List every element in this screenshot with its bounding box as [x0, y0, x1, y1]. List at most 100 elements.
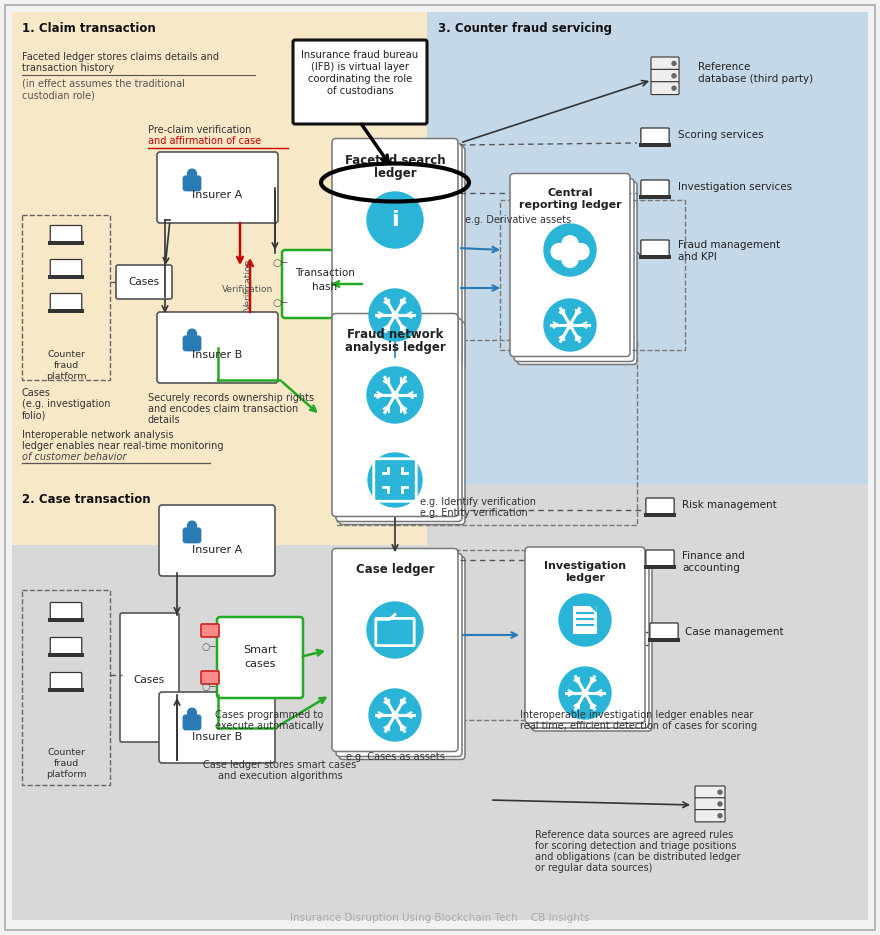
FancyBboxPatch shape: [517, 181, 637, 365]
FancyBboxPatch shape: [510, 174, 630, 356]
FancyBboxPatch shape: [339, 147, 465, 369]
Text: and affirmation of case: and affirmation of case: [148, 136, 261, 146]
Text: fraud: fraud: [54, 361, 78, 370]
Text: Transaction: Transaction: [295, 268, 355, 278]
Circle shape: [187, 169, 196, 178]
Circle shape: [392, 312, 398, 318]
Circle shape: [582, 690, 588, 697]
FancyBboxPatch shape: [332, 138, 458, 362]
Text: e.g. Entity verification: e.g. Entity verification: [420, 508, 528, 518]
Text: Fraud management: Fraud management: [678, 240, 781, 250]
Text: Cases: Cases: [134, 675, 165, 685]
Text: and obligations (can be distributed ledger: and obligations (can be distributed ledg…: [535, 852, 740, 862]
Bar: [22, 590, 110, 785]
FancyBboxPatch shape: [120, 613, 179, 742]
FancyBboxPatch shape: [183, 336, 202, 352]
FancyBboxPatch shape: [573, 606, 597, 634]
Text: Central: Central: [547, 188, 593, 197]
FancyBboxPatch shape: [50, 294, 82, 309]
Bar: [48, 240, 84, 245]
Circle shape: [562, 236, 578, 252]
Text: database (third party): database (third party): [698, 74, 813, 84]
FancyBboxPatch shape: [217, 617, 303, 698]
Circle shape: [369, 289, 421, 341]
Text: Cases: Cases: [22, 388, 51, 398]
Text: fraud: fraud: [54, 759, 78, 768]
Circle shape: [718, 802, 722, 806]
FancyBboxPatch shape: [651, 57, 679, 70]
Text: platform: platform: [46, 372, 86, 381]
FancyBboxPatch shape: [339, 322, 465, 525]
Text: Counter: Counter: [47, 748, 85, 757]
Bar: [12, 12, 427, 485]
Bar: [48, 309, 84, 313]
Text: (in effect assumes the traditional: (in effect assumes the traditional: [22, 79, 185, 89]
Circle shape: [367, 367, 423, 423]
FancyBboxPatch shape: [695, 810, 725, 822]
FancyBboxPatch shape: [339, 556, 465, 759]
Text: Verification: Verification: [223, 285, 274, 295]
Text: ○─: ○─: [202, 682, 216, 692]
FancyBboxPatch shape: [50, 260, 82, 276]
Text: and execution algorithms: and execution algorithms: [217, 771, 342, 781]
Text: Smart: Smart: [243, 645, 277, 655]
Bar: [48, 688, 84, 692]
Text: and encodes claim transaction: and encodes claim transaction: [148, 404, 298, 414]
FancyBboxPatch shape: [201, 624, 219, 637]
FancyBboxPatch shape: [157, 152, 278, 223]
Text: hash: hash: [312, 282, 338, 292]
Text: Risk management: Risk management: [682, 500, 777, 510]
FancyBboxPatch shape: [159, 505, 275, 576]
Bar: [12, 485, 427, 545]
FancyBboxPatch shape: [695, 786, 725, 798]
Text: (e.g. investigation: (e.g. investigation: [22, 399, 111, 409]
Circle shape: [567, 322, 573, 328]
FancyBboxPatch shape: [646, 498, 674, 513]
Bar: [337, 550, 637, 720]
Text: Interoperable investigation ledger enables near: Interoperable investigation ledger enabl…: [520, 710, 753, 720]
Text: Cases: Cases: [128, 277, 159, 287]
Text: Investigation: Investigation: [544, 561, 626, 571]
Bar: [557, 249, 583, 259]
Text: Reference data sources are agreed rules: Reference data sources are agreed rules: [535, 830, 733, 840]
Bar: [427, 12, 868, 485]
Text: e.g. Identify verification: e.g. Identify verification: [420, 497, 536, 507]
Circle shape: [718, 813, 722, 818]
FancyBboxPatch shape: [641, 128, 669, 144]
Bar: [639, 143, 671, 147]
Circle shape: [367, 192, 423, 248]
Circle shape: [544, 299, 596, 351]
Text: Case management: Case management: [685, 627, 783, 637]
Text: Reference: Reference: [698, 62, 751, 72]
Text: Insurance fraud bureau: Insurance fraud bureau: [302, 50, 419, 60]
FancyBboxPatch shape: [50, 602, 82, 619]
Text: execute automatically: execute automatically: [215, 721, 324, 731]
FancyBboxPatch shape: [529, 552, 649, 728]
FancyBboxPatch shape: [336, 143, 462, 367]
Circle shape: [562, 252, 578, 267]
FancyBboxPatch shape: [332, 313, 458, 516]
Text: ledger: ledger: [565, 573, 605, 583]
Text: Faceted search: Faceted search: [345, 154, 445, 167]
FancyBboxPatch shape: [336, 554, 462, 756]
Text: 2. Case transaction: 2. Case transaction: [22, 493, 150, 506]
FancyBboxPatch shape: [649, 623, 678, 639]
Circle shape: [187, 521, 196, 530]
Text: ○─: ○─: [272, 258, 287, 268]
Bar: [48, 275, 84, 280]
FancyBboxPatch shape: [50, 638, 82, 654]
Text: ○─: ○─: [272, 298, 287, 308]
Text: transaction history: transaction history: [22, 63, 114, 73]
FancyBboxPatch shape: [514, 179, 634, 362]
Text: 3. Counter fraud servicing: 3. Counter fraud servicing: [438, 22, 612, 35]
Circle shape: [369, 689, 421, 741]
Text: ledger enables near real-time monitoring: ledger enables near real-time monitoring: [22, 441, 224, 451]
FancyBboxPatch shape: [183, 176, 202, 192]
FancyBboxPatch shape: [157, 312, 278, 383]
Bar: [639, 194, 671, 199]
FancyBboxPatch shape: [532, 555, 652, 731]
Text: Insurance Disruption Using Blockchain Tech    CB Insights: Insurance Disruption Using Blockchain Te…: [290, 913, 590, 923]
Circle shape: [672, 62, 676, 65]
Text: of customer behavior: of customer behavior: [22, 452, 127, 462]
Circle shape: [672, 74, 676, 78]
